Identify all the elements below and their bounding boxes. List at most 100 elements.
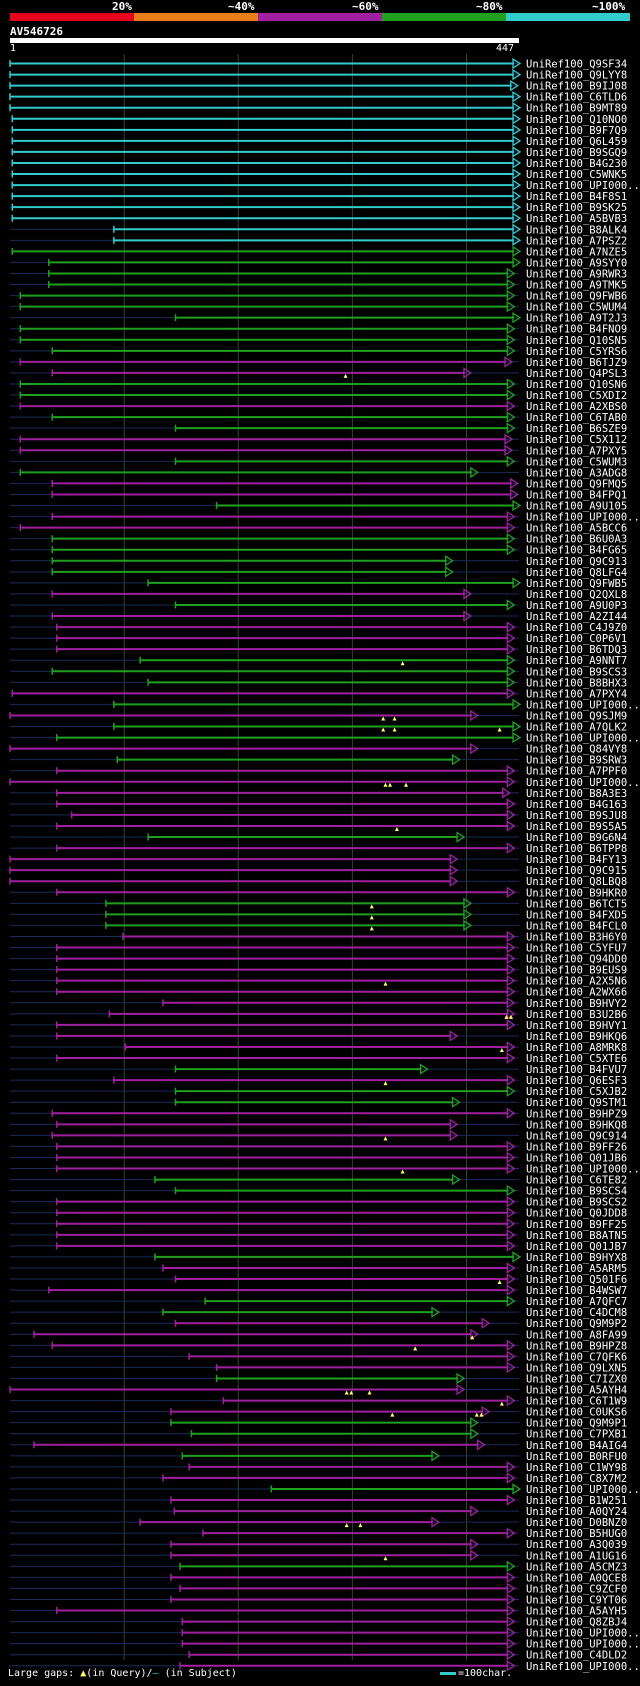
hit-arrow	[506, 974, 516, 987]
hit-label: UniRef100_B9HYX8	[526, 1252, 627, 1264]
hit-label: UniRef100_UPI000..	[526, 1628, 640, 1640]
hit-arrow	[506, 1085, 516, 1097]
gap-marker	[344, 1523, 349, 1528]
hit-arrow	[506, 621, 516, 633]
hit-arrow	[506, 1229, 516, 1241]
hit-arrow	[506, 941, 516, 954]
hit-arrow	[504, 356, 514, 368]
hit-label: UniRef100_A5BCC6	[526, 523, 627, 535]
hit-arrow	[506, 1649, 516, 1661]
hit-arrow	[506, 422, 516, 434]
hit-label: UniRef100_B6TJZ9	[526, 357, 627, 369]
hit-arrow	[470, 1328, 479, 1340]
hit-label: UniRef100_B4F8S1	[526, 191, 627, 203]
hit-arrow	[506, 1151, 516, 1164]
hit-label: UniRef100_Q9C914	[526, 1130, 627, 1142]
hit-arrow	[512, 731, 522, 744]
gap-marker	[369, 915, 374, 920]
scale-key: =100char.	[440, 1668, 512, 1679]
query-gap-label: (in Query)/	[86, 1668, 153, 1679]
hit-arrow	[506, 334, 516, 346]
hit-label: UniRef100_B4FY13	[526, 854, 627, 866]
hit-label: UniRef100_A5AYH5	[526, 1606, 627, 1618]
hit-label: UniRef100_C4DCM8	[526, 1307, 627, 1319]
hit-arrow	[506, 1361, 516, 1374]
hit-label: UniRef100_C4J9Z0	[526, 622, 627, 634]
hit-label: UniRef100_B9FF25	[526, 1219, 627, 1231]
hit-label: UniRef100_C6TE82	[526, 1175, 627, 1187]
hit-arrow	[506, 1350, 516, 1363]
hit-label: UniRef100_C1WY98	[526, 1462, 627, 1474]
hit-arrow	[449, 1129, 459, 1142]
hit-label: UniRef100_A7PXY5	[526, 445, 627, 457]
hit-label: UniRef100_A2WX66	[526, 987, 627, 999]
hit-arrow	[449, 875, 459, 887]
hit-arrow	[512, 157, 522, 169]
gap-marker	[367, 1390, 372, 1395]
hit-label: UniRef100_B4FVU7	[526, 1064, 627, 1076]
hit-label: UniRef100_B9HPZ8	[526, 1340, 627, 1352]
gap-marker	[383, 782, 388, 787]
hit-label: UniRef100_B9SCS2	[526, 1197, 627, 1209]
legend-label-60: ~60%	[352, 0, 379, 13]
hit-arrow	[512, 234, 522, 247]
hit-label: UniRef100_A8MRK8	[526, 1042, 627, 1054]
gap-marker	[509, 1014, 514, 1019]
hit-arrow	[506, 345, 516, 357]
hit-arrow	[506, 1527, 516, 1539]
hit-arrow	[449, 1118, 459, 1131]
hit-label: UniRef100_B9HVY1	[526, 1020, 627, 1032]
hit-arrow	[481, 1317, 491, 1329]
hit-arrow	[506, 1052, 516, 1064]
gap-marker	[404, 782, 409, 787]
query-gap-icon: ▲	[80, 1668, 87, 1679]
subject-gap-icon: –	[152, 1668, 159, 1679]
hit-arrow	[470, 1428, 479, 1440]
hit-label: UniRef100_A5AYH4	[526, 1385, 627, 1397]
hit-label: UniRef100_A3Q039	[526, 1539, 627, 1551]
hit-arrow	[512, 68, 522, 81]
hit-label: UniRef100_UPI000..	[526, 733, 640, 745]
gap-marker	[369, 904, 374, 909]
hit-label: UniRef100_UPI000..	[526, 1484, 640, 1496]
hit-arrow	[449, 1030, 459, 1042]
hit-label: UniRef100_B4FNO9	[526, 324, 627, 336]
hit-label: UniRef100_A1UG16	[526, 1550, 627, 1562]
hit-label: UniRef100_Q9LYY8	[526, 70, 627, 82]
hit-label: UniRef100_A9U105	[526, 501, 627, 513]
hit-label: UniRef100_Q501F6	[526, 1274, 627, 1286]
hit-arrow	[510, 79, 519, 92]
legend-swatch-80	[382, 13, 506, 21]
hit-label: UniRef100_B6SZE9	[526, 423, 627, 435]
hit-arrow	[512, 135, 522, 147]
hit-label: UniRef100_Q9LXN5	[526, 1362, 627, 1374]
gap-marker	[394, 826, 399, 831]
hit-label: UniRef100_B3U2B6	[526, 1009, 627, 1021]
footer-legend: Large gaps: ▲(in Query)/– (in Subject)	[8, 1668, 237, 1679]
hit-arrow	[506, 1637, 516, 1650]
hit-arrow	[506, 1593, 516, 1606]
hit-arrow	[512, 499, 522, 512]
hit-arrow	[451, 1096, 461, 1108]
hit-arrow	[470, 1505, 479, 1517]
hit-arrow	[506, 1295, 516, 1307]
hit-arrow	[449, 853, 459, 865]
hit-label: UniRef100_Q9SF34	[526, 59, 627, 71]
hit-label: UniRef100_C7IZX0	[526, 1373, 627, 1385]
gap-marker	[392, 716, 397, 721]
hit-label: UniRef100_A2ZI44	[526, 611, 627, 623]
hit-arrow	[506, 643, 516, 655]
hit-arrow	[512, 168, 522, 180]
hit-label: UniRef100_C5XTE6	[526, 1053, 627, 1065]
hit-arrow	[506, 1571, 516, 1584]
hit-label: UniRef100_A0QCE8	[526, 1572, 627, 1584]
hit-arrow	[506, 809, 516, 821]
hit-label: UniRef100_A2XBS0	[526, 401, 627, 413]
hit-label: UniRef100_Q10SN6	[526, 379, 627, 391]
hit-label: UniRef100_A8FA99	[526, 1329, 627, 1341]
gap-marker	[504, 1014, 509, 1019]
hit-label: UniRef100_B9SK25	[526, 202, 627, 214]
hit-label: UniRef100_B4FCL0	[526, 920, 627, 932]
hit-label: UniRef100_B9S5A5	[526, 821, 627, 833]
